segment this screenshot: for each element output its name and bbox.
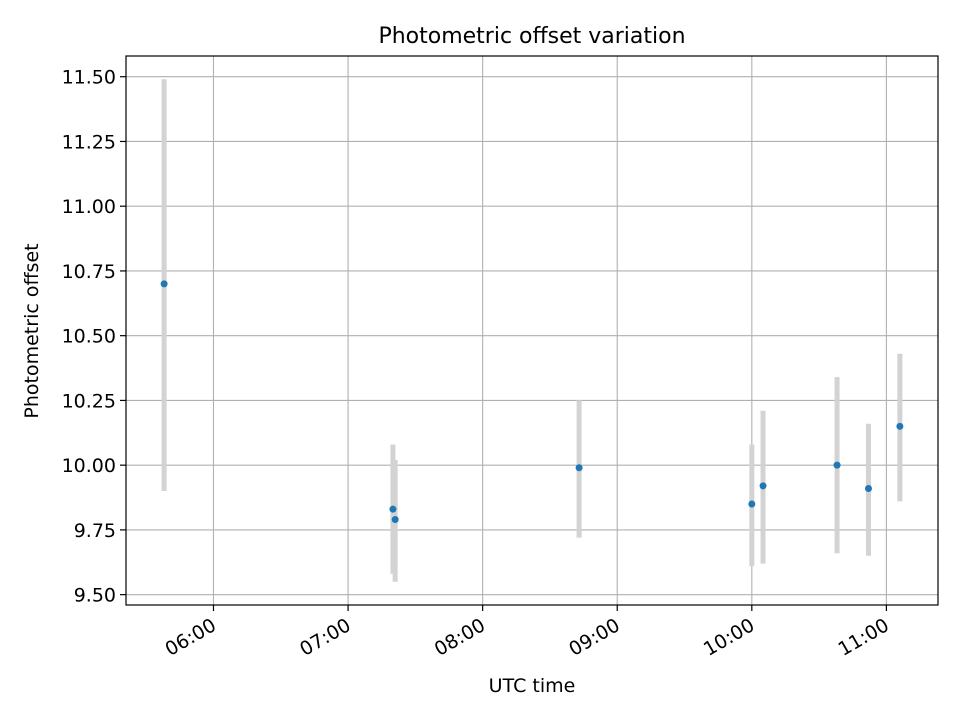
y-tick-label: 10.50: [62, 326, 116, 348]
data-point: [160, 280, 168, 288]
plot-frame: [125, 55, 939, 606]
x-axis-label: UTC time: [489, 675, 576, 697]
y-tick-label: 11.00: [62, 196, 116, 218]
y-tick-label: 11.50: [62, 67, 116, 89]
data-points: [160, 280, 904, 524]
data-point: [748, 500, 756, 508]
y-tick-label: 11.25: [62, 131, 116, 153]
grid: [126, 56, 938, 605]
data-point: [896, 422, 904, 430]
chart-title: Photometric offset variation: [378, 24, 685, 49]
data-point: [391, 516, 399, 524]
y-tick-label: 10.25: [62, 390, 116, 412]
data-point: [759, 482, 767, 490]
data-point: [833, 461, 841, 469]
y-tick-label: 10.00: [62, 455, 116, 477]
data-point: [389, 505, 397, 513]
y-axis-label: Photometric offset: [21, 243, 43, 418]
y-tick-label: 10.75: [62, 261, 116, 283]
y-tick-label: 9.75: [74, 520, 116, 542]
y-tick-label: 9.50: [74, 585, 116, 607]
data-point: [575, 464, 583, 472]
data-point: [864, 484, 872, 492]
y-axis-ticks: 9.50 9.75 10.00 10.25 10.50 10.75 11.00 11.25 11…: [62, 67, 126, 607]
